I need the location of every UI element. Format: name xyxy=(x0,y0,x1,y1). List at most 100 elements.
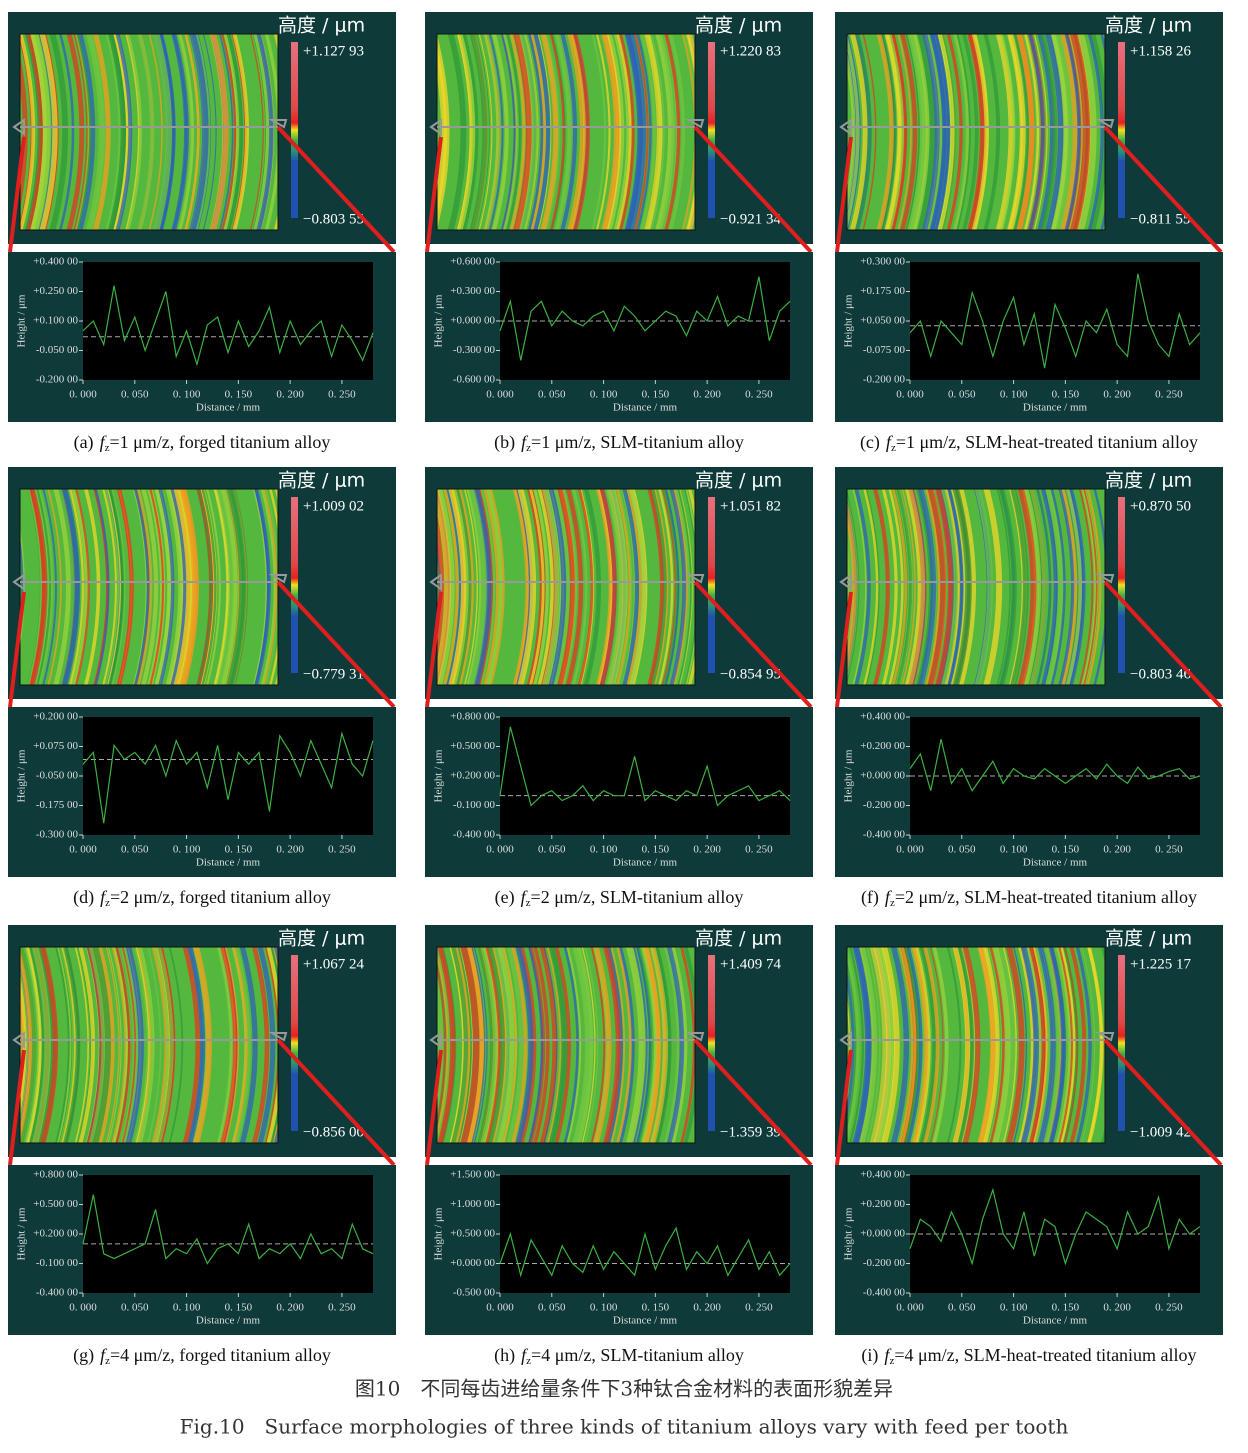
surface-stripe xyxy=(896,489,913,685)
surface-stripe xyxy=(1059,489,1078,685)
surface-stripe xyxy=(988,947,1003,1143)
surface-stripe xyxy=(102,489,117,685)
colorbar xyxy=(708,42,715,218)
connector xyxy=(693,580,813,709)
surface-image xyxy=(437,34,695,230)
surface-stripe xyxy=(636,34,652,230)
surface-stripe xyxy=(901,489,916,685)
surface-stripe xyxy=(925,489,941,685)
x-tick-label: 0. 100 xyxy=(173,1302,201,1314)
surface-stripe xyxy=(983,489,1003,685)
x-tick-label: 0. 200 xyxy=(276,389,304,401)
x-tick-label: 0. 200 xyxy=(1103,1302,1131,1314)
connector xyxy=(276,580,396,709)
surface-stripe xyxy=(630,947,646,1143)
surface-stripe xyxy=(1093,489,1105,685)
surface-stripe xyxy=(853,947,872,1143)
plot-area xyxy=(910,262,1200,380)
surface-stripe xyxy=(437,957,448,1133)
surface-stripe xyxy=(968,34,987,230)
x-axis-label: Distance / mm xyxy=(1023,1315,1088,1327)
surface-stripe xyxy=(937,34,957,230)
surface-image xyxy=(20,34,278,230)
surface-stripe xyxy=(136,34,155,230)
figure-title-cn: 图10 不同每齿进给量条件下3种钛合金材料的表面形貌差异 xyxy=(355,1377,893,1401)
caption-text: =4 μm/z, SLM-heat-treated titanium alloy xyxy=(894,1345,1196,1365)
x-tick-label: 0. 000 xyxy=(486,844,514,856)
surface-stripe xyxy=(636,947,651,1143)
surface-image xyxy=(20,947,278,1143)
surface-stripe xyxy=(1077,34,1097,230)
surface-stripe xyxy=(26,947,42,1143)
x-tick-label: 0. 250 xyxy=(328,844,356,856)
surface-stripe xyxy=(76,34,92,230)
surface-stripe xyxy=(172,34,192,230)
colorbar-max: +1.220 83 xyxy=(720,43,781,59)
surface-stripe xyxy=(29,489,48,685)
colorbar-max: +0.870 50 xyxy=(1130,498,1191,514)
y-tick-label: +1.000 00 xyxy=(450,1198,495,1210)
surface-stripe xyxy=(606,34,625,230)
surface-stripe xyxy=(453,489,472,685)
profile-line xyxy=(499,726,791,807)
panel: 高度 / μm +0.870 50 −0.803 46 +0.400 00 +0.200… xyxy=(835,467,1223,909)
colorbar-title: 高度 / μm xyxy=(1105,928,1192,950)
surface-stripe xyxy=(20,34,36,230)
caption: (f) fz=2 μm/z, SLM-heat-treated titanium … xyxy=(861,887,1197,908)
surface-stripe xyxy=(232,947,248,1143)
surface-stripe xyxy=(906,947,923,1143)
surface-stripe xyxy=(847,500,857,674)
y-tick-label: -0.200 00 xyxy=(863,799,906,811)
connector xyxy=(276,1038,396,1167)
y-tick-label: -0.400 00 xyxy=(863,1287,906,1299)
surface-stripe xyxy=(615,34,633,230)
surface-stripe xyxy=(477,34,492,230)
surface-stripe xyxy=(591,34,607,230)
surface-stripe xyxy=(105,34,121,230)
surface-image xyxy=(847,489,1105,685)
surface-stripe xyxy=(1016,34,1035,230)
surface-stripe xyxy=(234,489,249,685)
surface-stripe xyxy=(593,947,612,1143)
x-tick-label: 0. 250 xyxy=(328,1302,356,1314)
surface-stripe xyxy=(170,489,188,685)
surface-stripe xyxy=(1050,489,1066,685)
y-tick-label: +0.600 00 xyxy=(450,256,495,268)
surface-stripe xyxy=(527,947,544,1143)
y-tick-label: +0.000 00 xyxy=(860,1228,905,1240)
surface-stripe xyxy=(923,947,940,1143)
surface-stripe xyxy=(74,489,90,685)
y-tick-label: -0.300 00 xyxy=(453,344,496,356)
surface-stripe xyxy=(595,34,611,230)
y-tick-label: -0.400 00 xyxy=(36,1287,79,1299)
surface-stripe xyxy=(876,34,894,230)
caption-text: =2 μm/z, forged titanium alloy xyxy=(110,887,331,907)
surface-stripe xyxy=(892,34,907,230)
x-axis-label: Distance / mm xyxy=(196,857,261,869)
surface-stripe xyxy=(962,947,981,1143)
surface-stripe xyxy=(661,489,676,685)
caption-label: (h) xyxy=(494,1345,515,1366)
surface-stripe xyxy=(909,947,927,1143)
x-tick-label: 0. 050 xyxy=(538,1302,566,1314)
surface-stripe xyxy=(110,34,129,230)
surface-stripe xyxy=(643,947,661,1143)
surface-stripe xyxy=(500,34,517,230)
surface-stripe xyxy=(567,34,583,230)
surface-stripe xyxy=(1043,489,1058,685)
surface-stripe xyxy=(613,34,629,230)
surface-stripe xyxy=(631,947,648,1143)
surface-stripe xyxy=(115,947,131,1143)
y-tick-label: +0.200 00 xyxy=(860,740,905,752)
colorbar-min: −0.856 00 xyxy=(303,1124,364,1140)
surface-stripe xyxy=(252,489,267,685)
surface-stripe xyxy=(176,34,192,230)
surface-stripe xyxy=(547,489,567,685)
surface-stripe xyxy=(873,947,892,1143)
surface-stripe xyxy=(941,489,959,685)
section-marker xyxy=(12,118,25,136)
surface-stripe xyxy=(61,947,78,1143)
x-tick-label: 0. 050 xyxy=(121,389,149,401)
surface-stripe xyxy=(228,34,243,230)
surface-stripe xyxy=(610,489,628,685)
